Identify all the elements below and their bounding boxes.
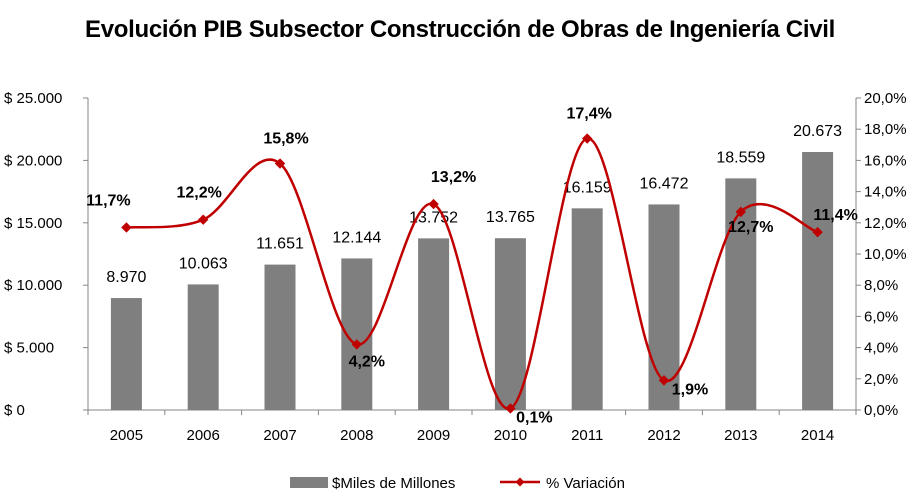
variation-marker	[274, 158, 286, 169]
bar-value-label: 18.559	[716, 149, 765, 166]
legend-label-bars: $Miles de Millones	[332, 475, 455, 492]
bar-value-label: 10.063	[179, 255, 228, 272]
y-right-tick-label: 14,0%	[864, 184, 907, 201]
variation-marker	[581, 133, 593, 144]
y-left-tick-label: $ 10.000	[4, 277, 62, 294]
bar	[264, 264, 296, 410]
x-tick-label: 2008	[340, 427, 373, 444]
variation-marker	[505, 403, 516, 414]
variation-value-label: 4,2%	[349, 353, 385, 370]
variation-value-label: 15,8%	[263, 131, 308, 148]
x-tick-label: 2009	[417, 427, 450, 444]
bar-value-label: 20.673	[793, 123, 842, 140]
variation-marker	[812, 226, 823, 238]
variation-value-label: 1,9%	[672, 381, 708, 398]
y-left-tick-label: $ 15.000	[4, 215, 62, 232]
x-tick-label: 2006	[187, 427, 220, 444]
y-right-tick-label: 8,0%	[864, 277, 898, 294]
variation-value-label: 13,2%	[431, 169, 476, 186]
bar-value-label: 16.472	[640, 175, 689, 192]
y-right-tick-label: 2,0%	[864, 371, 898, 388]
variation-value-label: 12,2%	[177, 185, 222, 202]
x-tick-label: 2010	[494, 427, 527, 444]
variation-value-label: 17,4%	[567, 106, 612, 123]
bar	[418, 238, 450, 410]
variation-marker	[197, 214, 209, 225]
legend-label-line: % Variación	[546, 475, 625, 492]
bar-value-label: 8.970	[106, 269, 146, 286]
variation-value-label: 0,1%	[516, 409, 552, 426]
y-right-tick-label: 10,0%	[864, 246, 907, 263]
legend-swatch-bars	[290, 477, 328, 488]
bar	[802, 152, 834, 410]
line-series: 11,7% 12,2% 15,8% 4,2% 13,2% 0,1% 17,4% 1,9% 12,…	[86, 106, 858, 427]
bar	[571, 208, 603, 410]
y-left-tick-label: $ 5.000	[4, 340, 54, 357]
y-right-tick-label: 16,0%	[864, 152, 907, 169]
bar-value-label: 13.765	[486, 209, 535, 226]
x-tick-label: 2013	[724, 427, 757, 444]
y-right-tick-label: 6,0%	[864, 308, 898, 325]
y-left-tick-label: $ 25.000	[4, 90, 62, 107]
bar-value-label: 12.144	[332, 229, 381, 246]
x-tick-label: 2007	[263, 427, 296, 444]
bar	[494, 238, 526, 410]
x-tick-label: 2012	[647, 427, 680, 444]
x-tick-label: 2011	[571, 427, 603, 444]
legend: $Miles de Millones % Variación	[290, 475, 625, 492]
variation-marker	[121, 222, 132, 233]
bar-value-label: 16.159	[563, 179, 612, 196]
variation-marker	[428, 198, 439, 210]
legend-swatch-marker	[515, 477, 525, 487]
chart-title: Evolución PIB Subsector Construcción de …	[84, 16, 835, 43]
variation-marker	[351, 339, 363, 350]
y-left-tick-label: $ 0	[4, 402, 25, 419]
variation-value-label: 11,4%	[813, 207, 857, 224]
y-right-tick-label: 18,0%	[864, 121, 907, 138]
variation-value-label: 11,7%	[86, 192, 130, 209]
y-right-tick-label: 12,0%	[864, 215, 907, 232]
x-tick-label: 2014	[801, 427, 834, 444]
y-right-tick-label: 4,0%	[864, 340, 898, 357]
y-left-tick-label: $ 20.000	[4, 152, 62, 169]
y-right-tick-label: 0,0%	[864, 402, 898, 419]
variation-marker	[735, 206, 747, 218]
y-right-tick-label: 20,0%	[864, 90, 907, 107]
bar	[187, 284, 219, 410]
x-tick-label: 2005	[110, 427, 143, 444]
bar-value-label: 11.651	[256, 236, 304, 253]
variation-marker	[658, 375, 670, 386]
bar	[110, 298, 142, 410]
variation-value-label: 12,7%	[728, 219, 773, 236]
